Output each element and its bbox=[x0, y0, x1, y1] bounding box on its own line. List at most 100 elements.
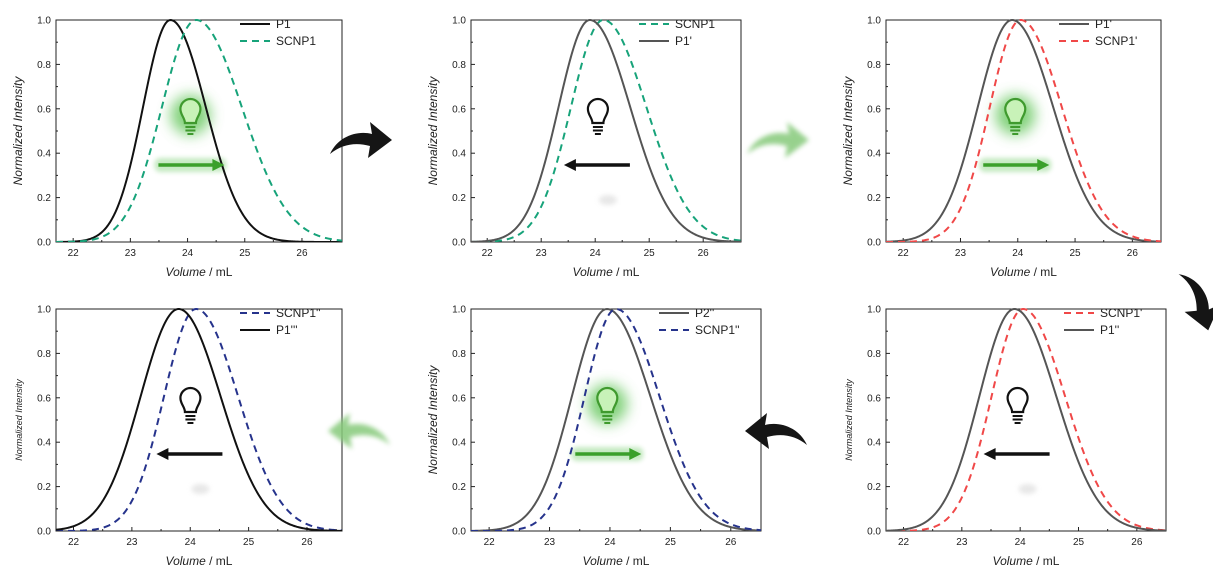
series-line-2 bbox=[56, 19, 342, 242]
legend-label: SCNP1' bbox=[1100, 306, 1142, 320]
legend-label: P1''' bbox=[276, 323, 298, 337]
x-tick-label: 24 bbox=[1012, 248, 1024, 259]
y-tick-label: 0.0 bbox=[37, 527, 51, 538]
x-tick-label: 23 bbox=[125, 248, 137, 259]
series-line-2 bbox=[886, 307, 1166, 531]
y-tick-label: 0.4 bbox=[452, 438, 466, 449]
series-line-2 bbox=[56, 308, 342, 531]
y-tick-label: 0.2 bbox=[37, 193, 51, 204]
y-tick-label: 1.0 bbox=[867, 305, 881, 316]
x-tick-label: 22 bbox=[898, 248, 910, 259]
y-tick-label: 0.2 bbox=[452, 193, 466, 204]
y-tick-label: 0.8 bbox=[452, 349, 466, 360]
series-line-1 bbox=[471, 307, 761, 531]
chart-panel-5: 0.0 0.2 0.4 0.6 0.8 1.0 22 23 24 25 26 Volume / mL N… bbox=[426, 305, 762, 568]
x-axis-label: Volume / mL bbox=[993, 554, 1060, 568]
y-tick-label: 0.4 bbox=[452, 149, 466, 160]
chart-panel-3: 0.0 0.2 0.4 0.6 0.8 1.0 22 23 24 25 26 Volume / mL N… bbox=[841, 16, 1162, 279]
chart-panel-4: 0.0 0.2 0.4 0.6 0.8 1.0 22 23 24 25 26 Volume / mL N… bbox=[14, 305, 343, 568]
shift-left-arrow-icon bbox=[156, 448, 223, 460]
x-axis-label: Volume / mL bbox=[166, 265, 233, 279]
x-tick-label: 26 bbox=[296, 248, 308, 259]
x-tick-label: 24 bbox=[185, 537, 197, 548]
x-tick-label: 24 bbox=[1015, 537, 1027, 548]
x-tick-label: 23 bbox=[536, 248, 548, 259]
series-line-2 bbox=[471, 19, 741, 242]
x-tick-label: 26 bbox=[725, 537, 737, 548]
series-line-1 bbox=[471, 19, 741, 242]
bulb-shadow bbox=[1018, 484, 1037, 494]
plot-frame bbox=[470, 19, 742, 243]
black-curved-arrow-3-icon bbox=[745, 413, 807, 449]
green-curved-arrow-1-icon bbox=[747, 122, 809, 158]
black-curved-arrow-2-icon bbox=[1178, 274, 1213, 331]
green-curved-arrow-2-icon bbox=[328, 413, 390, 449]
shift-right-arrow-icon bbox=[158, 159, 225, 171]
series-line-2 bbox=[471, 307, 761, 531]
legend-label: SCNP1 bbox=[675, 17, 715, 31]
series-line-1 bbox=[56, 308, 342, 531]
x-tick-label: 22 bbox=[68, 537, 80, 548]
legend-label: P1' bbox=[675, 34, 692, 48]
chart-panel-6: 0.0 0.2 0.4 0.6 0.8 1.0 22 23 24 25 26 Volume / mL N… bbox=[844, 305, 1167, 568]
x-tick-label: 25 bbox=[644, 248, 656, 259]
y-axis-label: Normalized Intensity bbox=[426, 76, 440, 186]
y-tick-label: 0.4 bbox=[37, 149, 51, 160]
y-tick-label: 0.6 bbox=[452, 104, 466, 115]
x-tick-label: 25 bbox=[243, 537, 255, 548]
y-tick-label: 0.0 bbox=[452, 527, 466, 538]
bulb-shadow bbox=[598, 195, 617, 205]
x-tick-label: 25 bbox=[665, 537, 677, 548]
legend-label: P1'' bbox=[1100, 323, 1119, 337]
y-tick-label: 0.0 bbox=[867, 527, 881, 538]
lightbulb-on-icon bbox=[1004, 97, 1027, 135]
x-tick-label: 26 bbox=[301, 537, 313, 548]
x-tick-label: 26 bbox=[1127, 248, 1139, 259]
plot-frame bbox=[885, 308, 1167, 532]
x-tick-label: 23 bbox=[956, 537, 968, 548]
lightbulb-off-icon bbox=[586, 97, 610, 135]
lightbulb-on-icon bbox=[596, 386, 619, 424]
y-tick-label: 1.0 bbox=[452, 305, 466, 316]
chart-panel-1: 0.0 0.2 0.4 0.6 0.8 1.0 22 23 24 25 26 Volume / mL N… bbox=[11, 16, 343, 279]
x-tick-label: 23 bbox=[544, 537, 556, 548]
legend-label: P2'' bbox=[695, 306, 714, 320]
bulb-shadow bbox=[191, 484, 210, 494]
lightbulb-on-icon bbox=[179, 97, 202, 135]
y-tick-label: 0.6 bbox=[37, 393, 51, 404]
x-axis-label: Volume / mL bbox=[583, 554, 650, 568]
x-tick-label: 26 bbox=[1131, 537, 1143, 548]
x-tick-label: 22 bbox=[484, 537, 496, 548]
x-tick-label: 25 bbox=[1070, 248, 1082, 259]
series-line-1 bbox=[886, 308, 1166, 531]
shift-right-arrow-icon bbox=[575, 448, 642, 460]
y-axis-label: Normalized Intensity bbox=[426, 365, 440, 475]
legend-label: SCNP1'' bbox=[276, 306, 321, 320]
shift-right-arrow-icon bbox=[983, 159, 1050, 171]
y-tick-label: 0.8 bbox=[867, 349, 881, 360]
x-tick-label: 25 bbox=[1073, 537, 1085, 548]
y-tick-label: 0.8 bbox=[867, 60, 881, 71]
y-tick-label: 0.0 bbox=[452, 238, 466, 249]
x-tick-label: 24 bbox=[182, 248, 194, 259]
legend-label: P1 bbox=[276, 17, 291, 31]
legend-label: SCNP1 bbox=[276, 34, 316, 48]
lightbulb-off-icon bbox=[179, 386, 202, 424]
y-tick-label: 0.0 bbox=[37, 238, 51, 249]
legend-label: SCNP1' bbox=[1095, 34, 1137, 48]
y-tick-label: 1.0 bbox=[37, 305, 51, 316]
y-tick-label: 0.8 bbox=[452, 60, 466, 71]
x-tick-label: 22 bbox=[898, 537, 910, 548]
y-tick-label: 0.2 bbox=[452, 482, 466, 493]
x-tick-label: 23 bbox=[126, 537, 138, 548]
y-axis-label: Normalized Intensity bbox=[844, 379, 854, 461]
y-axis-label: Normalized Intensity bbox=[14, 379, 24, 461]
x-tick-label: 22 bbox=[482, 248, 494, 259]
y-tick-label: 0.2 bbox=[867, 193, 881, 204]
black-curved-arrow-1-icon bbox=[330, 122, 392, 158]
x-axis-label: Volume / mL bbox=[573, 265, 640, 279]
lightbulb-off-icon bbox=[1006, 386, 1029, 424]
shift-left-arrow-icon bbox=[563, 159, 630, 171]
y-axis-label: Normalized Intensity bbox=[11, 76, 25, 186]
x-tick-label: 22 bbox=[68, 248, 80, 259]
